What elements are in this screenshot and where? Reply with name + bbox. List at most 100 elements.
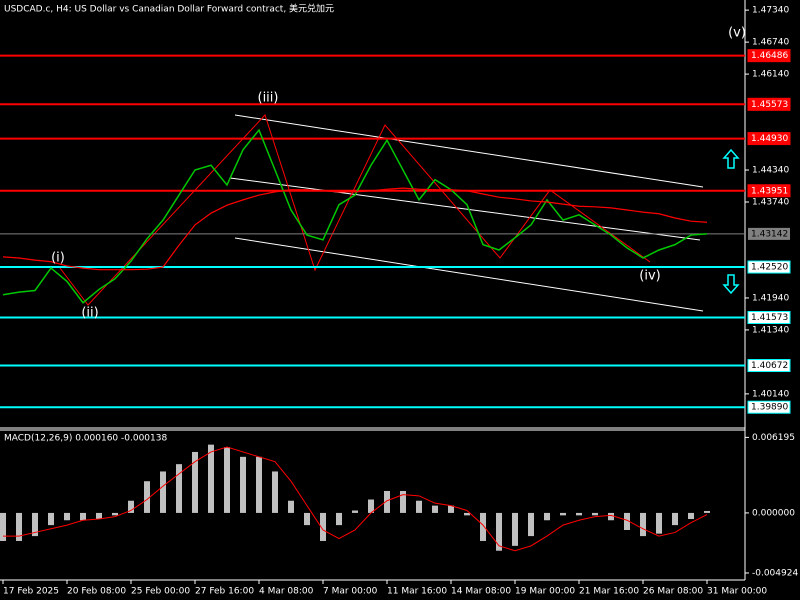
support-level-label: 1.41573 bbox=[751, 313, 788, 323]
wave-label: (v) bbox=[728, 26, 746, 41]
y-tick-label: 1.41340 bbox=[752, 325, 789, 335]
support-level-label: 1.39890 bbox=[751, 403, 788, 413]
macd-bar bbox=[624, 512, 630, 530]
macd-bar bbox=[704, 510, 710, 513]
macd-signal bbox=[3, 446, 708, 552]
macd-bar bbox=[496, 512, 502, 551]
y-tick-label: 1.46140 bbox=[752, 70, 789, 80]
macd-bar bbox=[272, 471, 278, 513]
x-tick-label: 21 Mar 16:00 bbox=[579, 587, 639, 597]
resistance-level-label: 1.44930 bbox=[751, 134, 788, 144]
resistance-level-box bbox=[747, 97, 791, 111]
macd-bar bbox=[368, 499, 374, 513]
macd-bar bbox=[16, 512, 22, 541]
resistance-level-label: 1.45573 bbox=[751, 100, 788, 110]
macd-bar bbox=[656, 512, 662, 534]
wave-label: (ii) bbox=[81, 306, 98, 321]
wave-label: (i) bbox=[51, 251, 65, 266]
macd-bar bbox=[32, 512, 38, 537]
macd-bar bbox=[528, 512, 534, 537]
macd-bar bbox=[288, 500, 294, 513]
macd-bar bbox=[464, 512, 470, 516]
macd-bar bbox=[512, 512, 518, 546]
macd-bar bbox=[352, 510, 358, 513]
price-line bbox=[2, 128, 708, 304]
macd-bar bbox=[144, 481, 150, 513]
macd-bar bbox=[176, 464, 182, 513]
macd-bar bbox=[640, 512, 646, 537]
macd-bar bbox=[48, 512, 54, 526]
resistance-level-label: 1.43951 bbox=[751, 186, 788, 196]
channel-lower bbox=[234, 237, 704, 312]
macd-bar bbox=[560, 512, 566, 516]
x-tick-label: 17 Feb 2025 bbox=[3, 587, 59, 597]
macd-bar bbox=[608, 512, 614, 521]
macd-bar bbox=[112, 512, 118, 516]
support-level-box bbox=[747, 260, 791, 274]
macd-bar bbox=[544, 512, 550, 521]
y-tick-label: -0.004924 bbox=[752, 568, 798, 578]
macd-bar bbox=[336, 512, 342, 526]
down-arrow bbox=[722, 274, 740, 295]
macd-bar bbox=[384, 490, 390, 513]
y-tick-label: 1.44340 bbox=[752, 166, 789, 176]
macd-bar bbox=[224, 447, 230, 513]
wave-label: (iv) bbox=[639, 269, 660, 284]
x-tick-label: 31 Mar 00:00 bbox=[707, 587, 767, 597]
macd-bar bbox=[672, 512, 678, 526]
macd-bar bbox=[160, 471, 166, 513]
y-tick-label: 1.46740 bbox=[752, 38, 789, 48]
y-tick-label: 1.47340 bbox=[752, 6, 789, 16]
macd-bar bbox=[448, 505, 454, 513]
wave-label: (iii) bbox=[258, 91, 279, 106]
macd-title: MACD(12,26,9) 0.000160 -0.000138 bbox=[4, 434, 167, 444]
support-level-box bbox=[747, 359, 791, 373]
y-tick-label: 0.006195 bbox=[752, 433, 795, 443]
chart-title: USDCAD.c, H4: US Dollar vs Canadian Doll… bbox=[4, 3, 334, 15]
current-price-box bbox=[748, 227, 790, 240]
x-tick-label: 20 Feb 08:00 bbox=[67, 587, 126, 597]
x-tick-label: 26 Mar 08:00 bbox=[643, 587, 703, 597]
macd-bar bbox=[320, 512, 326, 541]
macd-bar bbox=[432, 505, 438, 513]
resistance-level-box bbox=[747, 49, 791, 63]
x-tick-label: 11 Mar 16:00 bbox=[387, 587, 447, 597]
macd-bar bbox=[64, 512, 70, 521]
resistance-level-box bbox=[747, 184, 791, 198]
macd-bar bbox=[208, 444, 214, 513]
macd-bar bbox=[96, 512, 102, 520]
macd-bar bbox=[400, 490, 406, 513]
up-arrow bbox=[722, 148, 740, 169]
macd-bar bbox=[256, 456, 262, 513]
y-tick-label: 1.43740 bbox=[752, 198, 789, 208]
support-level-label: 1.42520 bbox=[751, 263, 788, 273]
x-tick-label: 7 Mar 00:00 bbox=[323, 587, 378, 597]
macd-bar bbox=[688, 512, 694, 520]
support-level-box bbox=[747, 400, 791, 414]
support-level-label: 1.40672 bbox=[751, 361, 788, 371]
x-tick-label: 4 Mar 08:00 bbox=[259, 587, 314, 597]
macd-bar bbox=[416, 500, 422, 513]
y-tick-label: 1.41940 bbox=[752, 293, 789, 303]
current-price-label: 1.43142 bbox=[751, 229, 788, 239]
y-tick-label: 0.000000 bbox=[752, 508, 795, 518]
support-level-box bbox=[747, 311, 791, 325]
macd-bar bbox=[80, 512, 86, 521]
macd-bar bbox=[240, 456, 246, 513]
macd-bar bbox=[480, 512, 486, 541]
x-tick-label: 19 Mar 00:00 bbox=[515, 587, 575, 597]
x-tick-label: 27 Feb 16:00 bbox=[195, 587, 254, 597]
x-tick-label: 25 Feb 00:00 bbox=[131, 587, 190, 597]
macd-bar bbox=[592, 512, 598, 516]
macd-bar bbox=[576, 512, 582, 516]
resistance-level-box bbox=[747, 132, 791, 146]
macd-bar bbox=[304, 512, 310, 526]
macd-bar bbox=[192, 451, 198, 513]
y-tick-label: 1.40140 bbox=[752, 389, 789, 399]
resistance-level-label: 1.46486 bbox=[751, 51, 788, 61]
channel-upper bbox=[234, 114, 704, 188]
moving-average bbox=[2, 187, 708, 271]
macd-bar bbox=[0, 512, 6, 541]
channel-middle bbox=[229, 177, 701, 241]
